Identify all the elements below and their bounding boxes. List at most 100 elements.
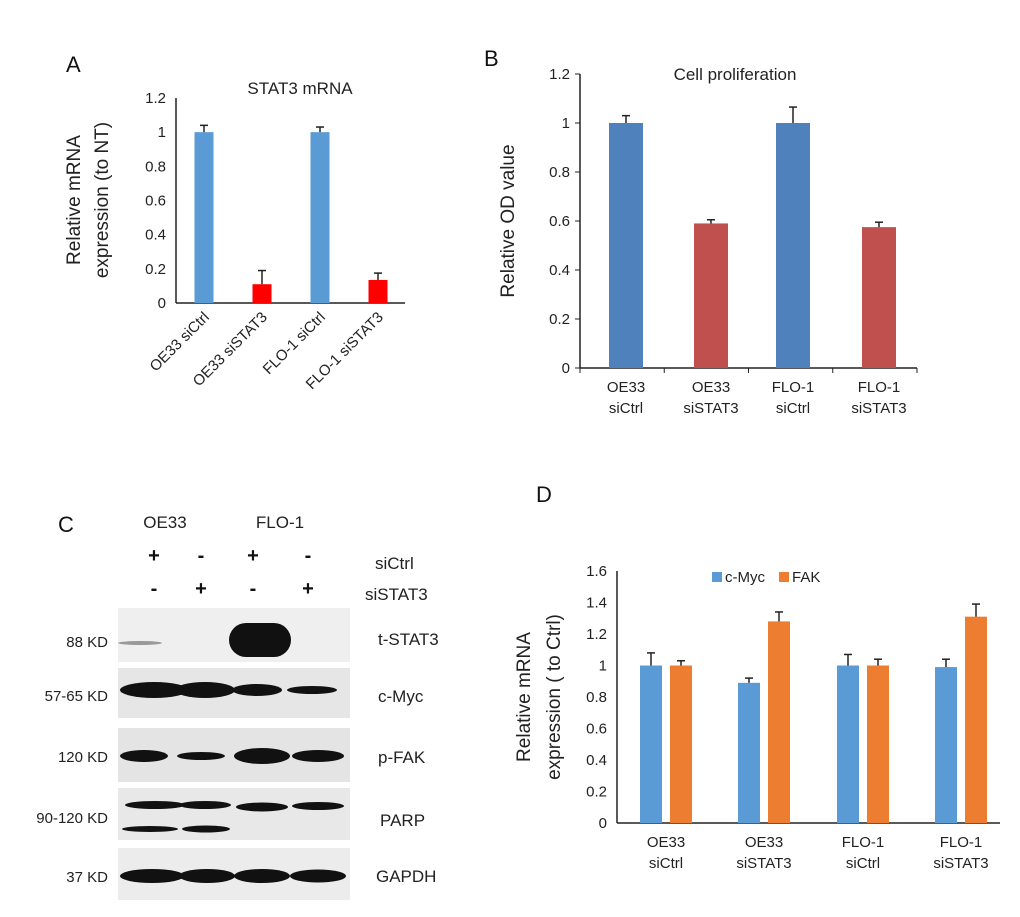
band <box>292 750 344 762</box>
panel-label-a: A <box>66 52 81 77</box>
x-tick-label: FLO-1 <box>940 834 983 851</box>
band <box>287 686 337 694</box>
x-tick-label: siSTAT3 <box>683 400 738 417</box>
bar <box>738 682 760 823</box>
legend-swatch <box>779 572 789 582</box>
y-tick-label: 0.2 <box>145 261 166 278</box>
band <box>120 869 184 883</box>
x-tick-label: siSTAT3 <box>736 855 791 872</box>
band <box>118 641 162 645</box>
mw-label: 37 KD <box>66 869 108 886</box>
cell-line-flo1: FLO-1 <box>256 513 304 532</box>
chart-b: 0 0.2 0.4 0.6 0.8 1 1.2 Cell proliferation Relat… <box>498 65 918 417</box>
band <box>120 682 188 698</box>
mw-label: 90-120 KD <box>36 810 108 827</box>
x-tick-label: siSTAT3 <box>851 400 906 417</box>
x-tick-label: OE33 <box>692 379 730 396</box>
y-tick-label: 0 <box>599 815 607 832</box>
y-tick-label: 0.8 <box>145 158 166 175</box>
bar <box>670 665 692 823</box>
sign: - <box>305 545 312 567</box>
band <box>182 825 230 833</box>
mw-label: 57-65 KD <box>45 688 109 705</box>
protein-label: t-STAT3 <box>378 630 439 649</box>
y-tick-label: 0.6 <box>549 213 570 230</box>
bar <box>776 123 810 368</box>
y-tick-label: 0.6 <box>145 193 166 210</box>
sign: + <box>247 545 259 567</box>
y-axis-label: Relative mRNA <box>64 135 85 265</box>
y-tick-label: 1 <box>562 115 570 132</box>
band <box>236 802 288 812</box>
sign: - <box>198 545 205 567</box>
legend-swatch <box>712 572 722 582</box>
band <box>229 623 291 657</box>
bar <box>640 665 662 823</box>
band <box>175 682 235 698</box>
y-tick-label: 0.4 <box>549 262 570 279</box>
bar <box>965 616 987 823</box>
band <box>122 826 178 832</box>
legend-label: FAK <box>792 569 820 586</box>
band <box>179 869 235 883</box>
cell-line-oe33: OE33 <box>143 513 186 532</box>
chart-d: 0 0.2 0.4 0.6 0.8 1 1.2 1.4 1.6 Relative mRNA expr… <box>514 563 1000 872</box>
chart-title: STAT3 mRNA <box>247 79 353 98</box>
panel-label-b: B <box>484 46 499 71</box>
blot-bands <box>118 623 346 883</box>
y-tick-label: 0 <box>158 295 166 312</box>
y-tick-label: 1.2 <box>586 626 607 643</box>
band <box>125 801 185 809</box>
y-tick-label: 0.8 <box>586 689 607 706</box>
y-tick-label: 1 <box>599 658 607 675</box>
bar <box>310 132 330 303</box>
panel-label-c: C <box>58 512 74 537</box>
mw-label: 120 KD <box>58 749 108 766</box>
x-tick-label: siSTAT3 <box>933 855 988 872</box>
bar <box>867 665 889 823</box>
x-tick-label: siCtrl <box>649 855 683 872</box>
x-tick-label: siCtrl <box>609 400 643 417</box>
protein-label: PARP <box>380 811 425 830</box>
y-tick-label: 0.4 <box>145 227 166 244</box>
protein-label: c-Myc <box>378 687 424 706</box>
x-tick-label: OE33 <box>607 379 645 396</box>
x-tick-label: FLO-1 <box>772 379 815 396</box>
blot-strip-parp <box>118 788 350 840</box>
x-tick-label: siCtrl <box>776 400 810 417</box>
y-tick-label: 0.2 <box>549 311 570 328</box>
band <box>177 752 225 760</box>
mw-label: 88 KD <box>66 634 108 651</box>
y-tick-label: 1 <box>158 124 166 141</box>
treatment-label-sistat3: siSTAT3 <box>365 585 428 604</box>
sign: - <box>250 578 257 600</box>
band <box>292 802 344 810</box>
chart-title: Cell proliferation <box>674 65 797 84</box>
y-axis-label: Relative OD value <box>498 144 519 297</box>
band <box>234 869 290 883</box>
y-tick-label: 0.2 <box>586 784 607 801</box>
y-tick-label: 1.6 <box>586 563 607 580</box>
bar <box>768 621 790 823</box>
protein-label: p-FAK <box>378 748 426 767</box>
x-tick-label: siCtrl <box>846 855 880 872</box>
bar <box>609 123 643 368</box>
treatment-label-sictrl: siCtrl <box>375 554 414 573</box>
western-blot: OE33 FLO-1 + - + - - + - + siCtrl siSTAT… <box>36 513 439 900</box>
band <box>290 869 346 883</box>
sign: + <box>195 578 207 600</box>
bar <box>252 284 272 303</box>
bar <box>368 279 388 303</box>
panel-label-d: D <box>536 482 552 507</box>
y-tick-label: 0.6 <box>586 721 607 738</box>
y-tick-label: 0.4 <box>586 752 607 769</box>
y-tick-label: 0 <box>562 360 570 377</box>
sign: + <box>302 578 314 600</box>
y-axis-label: expression ( to Ctrl) <box>544 614 565 780</box>
chart-a: 0 0.2 0.4 0.6 0.8 1 1.2 STAT3 mRNA Relative mRNA… <box>64 79 405 393</box>
band <box>120 750 168 762</box>
band <box>234 748 290 764</box>
legend-label: c-Myc <box>725 569 765 586</box>
y-axis-label: expression (to NT) <box>92 122 113 278</box>
